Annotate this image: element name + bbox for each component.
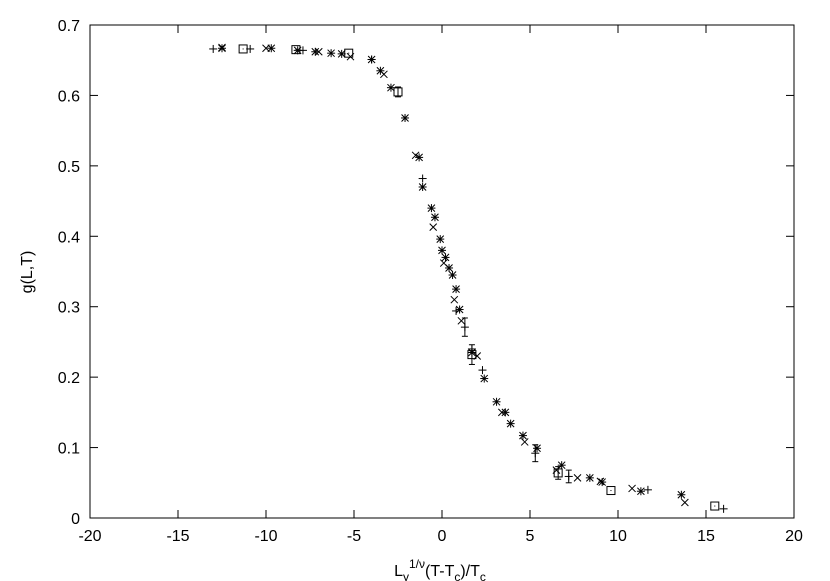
data-point-plus: [564, 472, 573, 481]
data-point-star: [415, 153, 424, 162]
plot-frame: [89, 24, 795, 519]
x-tick-label: -15: [166, 528, 189, 545]
y-tick-label: 0: [71, 511, 80, 528]
data-point-star: [448, 271, 457, 280]
y-tick-label: 0.5: [58, 159, 80, 176]
data-point-box: [393, 87, 403, 97]
data-point-star: [598, 478, 607, 487]
x-tick-label: 10: [609, 528, 627, 545]
y-tick-label: 0.7: [58, 18, 80, 35]
y-tick-label: 0.3: [58, 300, 80, 317]
data-point-star: [677, 490, 686, 499]
data-points: [209, 43, 728, 513]
data-point-cross: [681, 498, 689, 507]
data-point-plus: [478, 366, 487, 375]
data-point-plus: [719, 504, 728, 513]
data-point-box: [467, 350, 477, 360]
data-point-cross: [450, 295, 459, 304]
data-point-box: [606, 486, 616, 496]
data-point-box: [344, 48, 354, 58]
x-tick-label: 0: [438, 528, 447, 545]
data-point-star: [427, 204, 436, 213]
data-point-plus: [418, 174, 427, 183]
y-tick-label: 0.1: [58, 441, 80, 458]
data-point-star: [467, 348, 476, 357]
data-point-star: [418, 182, 427, 191]
data-point-box: [553, 468, 563, 478]
data-point-box: [238, 44, 248, 54]
data-point-star: [533, 444, 542, 453]
data-point-star: [367, 55, 376, 64]
data-point-plus: [209, 44, 218, 53]
data-point-star: [480, 374, 489, 383]
data-point-star: [438, 246, 446, 255]
data-point-star: [401, 113, 410, 122]
data-point-plus: [460, 323, 469, 332]
data-point-star: [267, 44, 276, 53]
data-point-cross: [628, 484, 636, 493]
data-point-star: [445, 263, 454, 272]
data-point-box: [710, 501, 720, 511]
data-point-star: [452, 285, 461, 294]
data-point-cross: [520, 438, 529, 446]
data-point-star: [501, 408, 510, 417]
data-point-star: [492, 397, 501, 406]
x-tick-label: 20: [785, 528, 803, 545]
x-tick-label: -5: [347, 528, 361, 545]
data-point-star: [430, 213, 439, 222]
data-point-cross: [596, 477, 605, 486]
y-axis-label: g(L,T): [19, 251, 36, 294]
data-point-star: [376, 66, 385, 75]
y-tick-label: 0.2: [58, 370, 80, 387]
x-tick-label: 15: [697, 528, 715, 545]
data-point-star: [436, 235, 445, 244]
data-point-plus: [643, 485, 652, 494]
data-point-star: [327, 49, 336, 58]
x-axis-label: Ly1/ν(T-Tc)/Tc: [394, 557, 486, 581]
data-point-star: [636, 487, 645, 496]
data-point-star: [506, 419, 515, 428]
data-point-cross: [457, 316, 466, 325]
data-point-star: [441, 253, 450, 262]
data-point-cross: [573, 474, 582, 482]
data-point-box: [291, 45, 301, 55]
axis-ticks: -20 -15 -10 -5 0 5 10 15 20 0 0.1 0.2 0.3 0.4 0.5 0.6 0.…: [58, 18, 803, 545]
x-tick-label: -10: [254, 528, 277, 545]
data-point-star: [218, 44, 226, 53]
x-tick-label: -20: [78, 528, 101, 545]
data-point-star: [518, 431, 527, 440]
data-point-star: [557, 461, 566, 470]
data-point-star: [311, 47, 320, 56]
x-tick-label: 5: [526, 528, 535, 545]
data-point-cross: [429, 223, 438, 231]
y-tick-label: 0.6: [58, 88, 80, 105]
data-point-star: [585, 473, 594, 482]
data-point-star: [455, 305, 464, 314]
y-tick-label: 0.4: [58, 229, 80, 246]
